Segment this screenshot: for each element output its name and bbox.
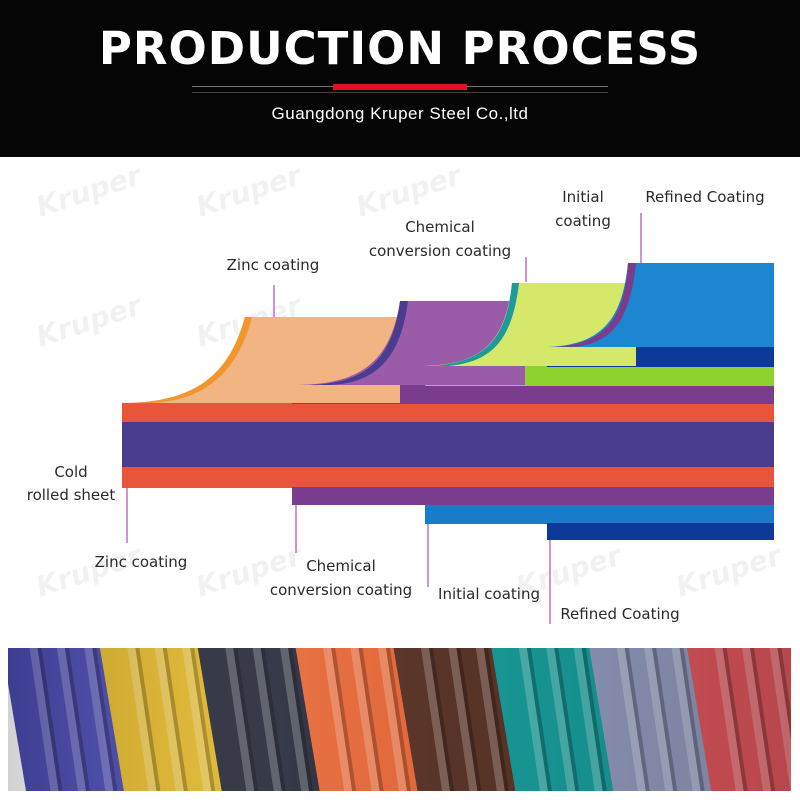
- label-zinc-coating-bottom: Zinc coating: [95, 553, 188, 571]
- color-sheet-samples: [8, 648, 791, 791]
- zinc-layer-top: [122, 403, 774, 423]
- label-initial-top-line1: Initial: [562, 188, 604, 206]
- title-divider-line-lower: [192, 92, 608, 93]
- zinc-coating-wave-edge: [128, 317, 252, 403]
- label-chemical-bottom-line1: Chemical: [306, 557, 376, 575]
- watermark: Kruper: [32, 158, 147, 224]
- company-name: Guangdong Kruper Steel Co.,ltd: [271, 104, 529, 123]
- refined-layer-bottom: [547, 523, 774, 540]
- sheet-shading-overlay: [8, 648, 791, 791]
- label-chemical-top-line2: conversion coating: [369, 242, 511, 260]
- watermark: Kruper: [352, 158, 467, 224]
- label-chemical-bottom-line2: conversion coating: [270, 581, 412, 599]
- refined-coating-wave-edge: [556, 263, 636, 347]
- label-refined-bottom: Refined Coating: [560, 605, 679, 623]
- coating-layers-diagram: Kruper Kruper Kruper Kruper Kruper Krupe…: [27, 158, 787, 624]
- chemical-layer-bottom: [292, 487, 774, 505]
- title-divider-accent: [333, 84, 467, 90]
- label-cold-rolled-line2: rolled sheet: [27, 486, 116, 504]
- sheet-swatch-group: [8, 648, 791, 791]
- label-initial-top-line2: coating: [555, 212, 611, 230]
- zinc-coating-wave: [122, 317, 400, 403]
- label-initial-bottom: Initial coating: [438, 585, 540, 603]
- watermark: Kruper: [192, 158, 307, 224]
- page-title: PRODUCTION PROCESS: [98, 22, 702, 75]
- cold-rolled-sheet-core: [122, 422, 774, 468]
- chemical-layer-top: [292, 385, 774, 404]
- label-refined-top: Refined Coating: [645, 188, 764, 206]
- zinc-layer-bottom: [122, 467, 774, 488]
- watermark: Kruper: [672, 538, 787, 604]
- label-zinc-coating-top: Zinc coating: [227, 256, 320, 274]
- header-banner: PRODUCTION PROCESS Guangdong Kruper Stee…: [0, 0, 800, 157]
- initial-layer-bottom: [425, 505, 774, 524]
- label-chemical-top-line1: Chemical: [405, 218, 475, 236]
- refined-coating-wave: [547, 263, 774, 347]
- label-cold-rolled-line1: Cold: [54, 463, 87, 481]
- watermark: Kruper: [32, 288, 147, 354]
